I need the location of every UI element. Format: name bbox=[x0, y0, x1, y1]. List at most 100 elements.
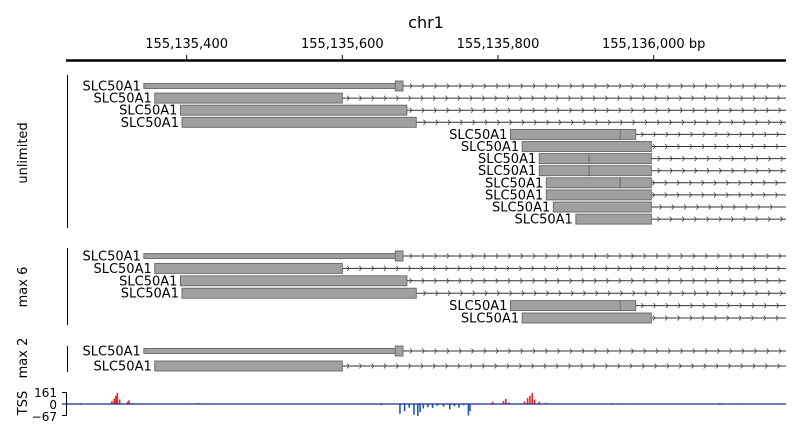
transcript-label: SLC50A1 bbox=[119, 274, 177, 289]
strand-arrow bbox=[581, 253, 585, 259]
strand-arrow bbox=[717, 348, 721, 354]
strand-arrow bbox=[676, 192, 680, 198]
strand-arrow bbox=[434, 253, 438, 259]
top-axis: 155,135,400 155,135,600 155,135,800 155,136… bbox=[66, 37, 786, 62]
tss-positive-bar bbox=[526, 398, 529, 404]
track-max-6: SLC50A1SLC50A1SLC50A1SLC50A1SLC50A1SLC50… bbox=[67, 248, 786, 327]
strand-arrow bbox=[484, 290, 488, 296]
strand-arrow bbox=[702, 131, 706, 138]
strand-arrow bbox=[656, 290, 660, 296]
transcript-row: SLC50A1 bbox=[121, 287, 786, 302]
exon-block bbox=[538, 165, 591, 177]
strand-arrow bbox=[655, 107, 659, 113]
strand-arrow bbox=[383, 95, 387, 101]
strand-arrow bbox=[606, 348, 610, 354]
strand-arrow bbox=[434, 83, 438, 89]
tss-negative-bar bbox=[419, 404, 421, 413]
strand-arrow bbox=[644, 290, 648, 296]
transcript-row: SLC50A1 bbox=[461, 312, 786, 327]
tss-positive-bar bbox=[502, 401, 505, 404]
strand-arrow bbox=[618, 348, 622, 354]
exon-block bbox=[181, 287, 417, 299]
strand-arrow bbox=[703, 363, 707, 369]
transcript-label: SLC50A1 bbox=[83, 250, 141, 265]
strand-arrow bbox=[667, 253, 671, 259]
tss-positive-bar bbox=[529, 395, 531, 404]
strand-arrow bbox=[666, 265, 670, 272]
strand-arrow bbox=[618, 83, 622, 89]
transcript-row: SLC50A1 bbox=[93, 262, 786, 277]
strand-arrow bbox=[644, 119, 648, 126]
tss-negative-bar bbox=[436, 404, 439, 406]
strand-arrow bbox=[754, 253, 758, 259]
strand-arrow bbox=[742, 290, 747, 296]
strand-arrow bbox=[592, 265, 596, 272]
exon-block bbox=[619, 300, 637, 312]
strand-arrow bbox=[629, 95, 633, 101]
strand-arrow bbox=[446, 107, 450, 113]
strand-arrow bbox=[667, 83, 671, 89]
strand-arrow bbox=[691, 265, 695, 272]
strand-arrow bbox=[619, 290, 624, 296]
tss-positive-bar bbox=[504, 398, 507, 404]
strand-arrow bbox=[469, 363, 473, 369]
exon-block bbox=[181, 116, 417, 128]
strand-arrow bbox=[408, 95, 412, 101]
strand-arrow bbox=[679, 107, 683, 113]
strand-arrow bbox=[359, 95, 363, 101]
strand-arrow bbox=[496, 119, 501, 126]
strand-arrow bbox=[738, 315, 742, 321]
tss-negative-bar bbox=[431, 404, 434, 408]
strand-arrow bbox=[518, 363, 522, 369]
strand-arrow bbox=[432, 265, 436, 272]
strand-arrow bbox=[395, 363, 399, 369]
strand-arrow bbox=[581, 83, 585, 89]
strand-arrow bbox=[677, 143, 681, 150]
strand-arrow bbox=[632, 290, 636, 296]
transcript-row: SLC50A1 bbox=[93, 360, 786, 375]
transcript-label: SLC50A1 bbox=[461, 312, 519, 327]
strand-arrow bbox=[641, 95, 645, 101]
transcript-row: SLC50A1 bbox=[83, 250, 786, 265]
strand-arrow bbox=[693, 290, 697, 296]
strand-arrow bbox=[605, 265, 609, 272]
strand-arrow bbox=[701, 315, 705, 321]
transcript-label: SLC50A1 bbox=[121, 287, 179, 302]
strand-arrow bbox=[678, 265, 682, 272]
strand-arrow bbox=[546, 119, 550, 126]
strand-arrow bbox=[706, 119, 710, 126]
strand-arrow bbox=[631, 348, 635, 354]
strand-arrow bbox=[594, 253, 598, 259]
strand-arrow bbox=[641, 363, 645, 369]
strand-arrow bbox=[652, 192, 656, 198]
strand-arrow bbox=[532, 107, 536, 113]
strand-arrow bbox=[568, 363, 572, 369]
strand-arrow bbox=[520, 253, 524, 259]
strand-arrow bbox=[508, 83, 512, 89]
strand-arrow bbox=[618, 278, 622, 284]
strand-arrow bbox=[484, 119, 488, 126]
strand-arrow bbox=[482, 265, 486, 272]
exon-block bbox=[179, 104, 408, 116]
strand-arrow bbox=[409, 278, 413, 284]
track-unlimited: SLC50A1SLC50A1SLC50A1SLC50A1SLC50A1SLC50… bbox=[67, 75, 786, 228]
exon-block bbox=[619, 177, 652, 189]
strand-arrow bbox=[531, 265, 535, 272]
strand-arrow bbox=[725, 180, 729, 186]
tss-positive-bar bbox=[533, 399, 536, 404]
strand-arrow bbox=[518, 95, 522, 101]
strand-arrow bbox=[666, 363, 670, 369]
strand-arrow bbox=[767, 119, 771, 126]
strand-arrow bbox=[556, 107, 560, 113]
strand-arrow bbox=[703, 265, 707, 272]
strand-arrow bbox=[682, 155, 686, 162]
strand-arrow bbox=[739, 302, 743, 309]
tss-tick-label-min: −67 bbox=[32, 410, 57, 424]
exon-block bbox=[510, 300, 622, 312]
tss-positive-bar bbox=[115, 395, 117, 404]
strand-arrow bbox=[607, 119, 611, 126]
transcript-row: SLC50A1 bbox=[93, 92, 786, 107]
strand-arrow bbox=[726, 143, 730, 150]
strand-arrow bbox=[409, 348, 413, 354]
